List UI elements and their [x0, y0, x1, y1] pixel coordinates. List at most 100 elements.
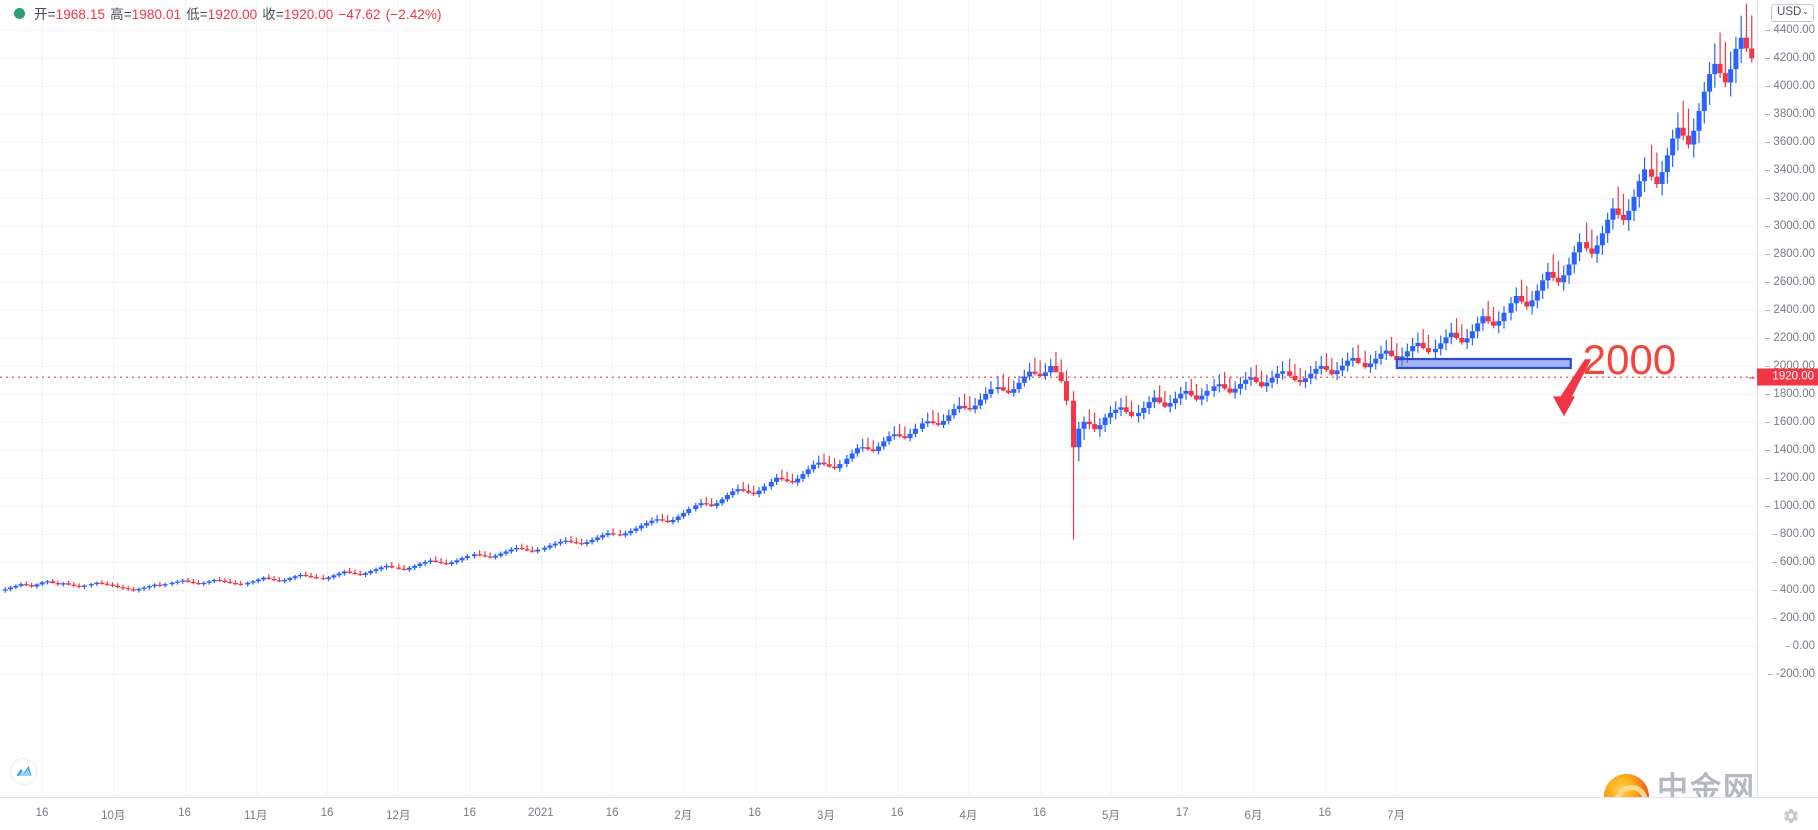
- price-tick: 4400.00: [1765, 24, 1815, 36]
- change-value: −47.62: [338, 7, 381, 22]
- tick-dash-icon: [1765, 394, 1771, 395]
- price-tick: 2600.00: [1765, 276, 1815, 288]
- price-tick-label: 400.00: [1779, 584, 1815, 596]
- annotation-overlay: [0, 357, 1757, 417]
- tick-dash-icon: [1765, 254, 1771, 255]
- grid-layer: [0, 0, 1757, 797]
- price-tick: 1200.00: [1765, 472, 1815, 484]
- high-label: 高=: [110, 7, 132, 22]
- time-tick-label: 16: [35, 807, 49, 819]
- price-tick-label: 2800.00: [1773, 248, 1815, 260]
- time-axis[interactable]: 16 10月 16 11月 16 12月 16 2021 16 2月 16 3月 16 4月 16 5月 17 6…: [0, 797, 1818, 830]
- chart-plot-area[interactable]: 2000: [0, 0, 1757, 797]
- tick-dash-icon: [1767, 674, 1773, 675]
- close-value: 1920.00: [283, 7, 334, 22]
- settings-gear-icon[interactable]: [1782, 807, 1800, 825]
- price-tick-label: 3000.00: [1773, 220, 1815, 232]
- tick-dash-icon: [1765, 450, 1771, 451]
- price-tick: 3200.00: [1765, 192, 1815, 204]
- chevron-down-icon: ⌄: [1802, 7, 1809, 16]
- currency-selector[interactable]: USD⌄: [1771, 4, 1814, 22]
- tick-dash-icon: [1771, 534, 1777, 535]
- price-tick: 2200.00: [1765, 332, 1815, 344]
- tick-dash-icon: [1765, 142, 1771, 143]
- change-percent: (−2.42%): [385, 7, 442, 22]
- tick-dash-icon: [1765, 282, 1771, 283]
- last-price-dash-icon: [1749, 377, 1755, 379]
- price-tick: 600.00: [1771, 556, 1815, 568]
- time-tick-label: 17: [1175, 807, 1189, 819]
- time-tick-label: 16: [320, 807, 334, 819]
- price-tick: 3000.00: [1765, 220, 1815, 232]
- time-tick-label: 16: [890, 807, 904, 819]
- tick-dash-icon: [1765, 198, 1771, 199]
- price-tick: 1000.00: [1765, 500, 1815, 512]
- tick-dash-icon: [1765, 226, 1771, 227]
- last-price-value: 1920.00: [1772, 370, 1814, 383]
- price-tick: 3400.00: [1765, 164, 1815, 176]
- time-tick-label: 12月: [386, 810, 411, 822]
- tick-dash-icon: [1765, 338, 1771, 339]
- time-tick-label: 11月: [244, 810, 268, 822]
- tick-dash-icon: [1771, 590, 1777, 591]
- time-tick-label: 2021: [528, 807, 554, 819]
- price-tick: 3800.00: [1765, 108, 1815, 120]
- price-tick-label: 4400.00: [1773, 24, 1815, 36]
- tick-dash-icon: [1765, 30, 1771, 31]
- price-tick-label: 3200.00: [1773, 192, 1815, 204]
- tradingview-logo-icon[interactable]: [10, 758, 37, 785]
- currency-label: USD: [1777, 6, 1802, 18]
- price-level-annotation: 2000: [1582, 336, 1677, 383]
- time-tick-label: 16: [1318, 807, 1332, 819]
- price-tick: 2800.00: [1765, 248, 1815, 260]
- price-tick: 1400.00: [1765, 444, 1815, 456]
- last-price-tag[interactable]: 1920.00: [1749, 368, 1818, 386]
- time-tick-label: 16: [605, 807, 619, 819]
- price-tick-label: 2200.00: [1773, 332, 1815, 344]
- price-axis[interactable]: USD⌄ 4400.00 4200.00 4000.00 3800.00 3600.00…: [1749, 0, 1818, 797]
- price-tick: 4200.00: [1765, 52, 1815, 64]
- price-tick-label: 2600.00: [1773, 276, 1815, 288]
- series-marker-icon: [14, 7, 25, 19]
- price-tick-label: 4200.00: [1773, 52, 1815, 64]
- price-tick: 1600.00: [1765, 416, 1815, 428]
- time-tick-label: 16: [1033, 807, 1047, 819]
- price-tick-label: 3400.00: [1773, 164, 1815, 176]
- price-tick-label: 3800.00: [1773, 108, 1815, 120]
- price-tick-label: 0.00: [1792, 640, 1815, 652]
- open-label: 开=: [34, 7, 56, 22]
- price-tick: 2400.00: [1765, 304, 1815, 316]
- price-tick-label: 1800.00: [1773, 388, 1815, 400]
- time-tick-label: 4月: [959, 810, 978, 822]
- time-tick-label: 16: [178, 807, 191, 819]
- tick-dash-icon: [1765, 170, 1771, 171]
- price-tick-label: 3600.00: [1773, 136, 1815, 148]
- time-tick-label: 7月: [1387, 810, 1405, 822]
- candlestick-series: [2, 3, 1755, 593]
- tick-dash-icon: [1771, 618, 1777, 619]
- time-tick-label: 10月: [101, 810, 126, 822]
- price-tick-label: 1000.00: [1773, 500, 1815, 512]
- price-tick: 3600.00: [1765, 136, 1815, 148]
- price-tick-label: 600.00: [1779, 556, 1815, 568]
- tick-dash-icon: [1765, 366, 1771, 367]
- ohlc-legend: 开=1968.15 高=1980.01 低=1920.00 收=1920.00 −47.…: [0, 0, 442, 26]
- tick-dash-icon: [1765, 58, 1771, 59]
- tick-dash-icon: [1765, 114, 1771, 115]
- price-tick-label: 1400.00: [1773, 444, 1815, 456]
- price-tick: 200.00: [1771, 612, 1815, 624]
- price-tick: 1800.00: [1765, 388, 1815, 400]
- tick-dash-icon: [1771, 562, 1777, 563]
- price-tick: 400.00: [1771, 584, 1815, 596]
- tick-dash-icon: [1784, 646, 1790, 647]
- ohlc-values: 开=1968.15 高=1980.01 低=1920.00 收=1920.00 −47.…: [34, 3, 442, 23]
- price-tick-label: -200.00: [1775, 668, 1815, 680]
- time-tick-label: 16: [463, 807, 476, 819]
- price-tick-label: 200.00: [1779, 612, 1815, 624]
- price-tick: 4000.00: [1765, 80, 1815, 92]
- price-tick-label: 1200.00: [1773, 472, 1815, 484]
- close-label: 收=: [262, 7, 284, 22]
- tick-dash-icon: [1765, 422, 1771, 423]
- time-tick-label: 2月: [674, 810, 693, 822]
